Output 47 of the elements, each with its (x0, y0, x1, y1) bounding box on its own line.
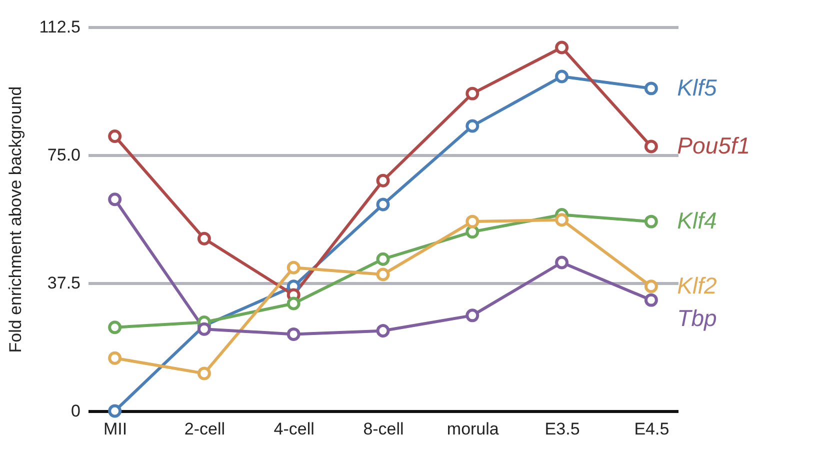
point (644, 280, 658, 294)
x-tick-label: 2-cell (184, 420, 226, 438)
point (555, 70, 569, 84)
point (644, 140, 658, 154)
point (197, 366, 211, 380)
point (466, 225, 480, 239)
point (286, 296, 300, 310)
x-tick-label: 4-cell (274, 420, 314, 438)
point (466, 214, 480, 228)
series-label: Klf5 (677, 74, 718, 100)
point (644, 293, 658, 307)
series-label: Klf4 (677, 208, 717, 234)
x-tick-label: 8-cell (363, 420, 404, 438)
point (197, 232, 211, 246)
y-tick-label: 112.5 (39, 18, 80, 36)
point (376, 198, 390, 212)
point (108, 192, 122, 206)
point (197, 322, 211, 336)
x-tick-label: MII (104, 420, 128, 438)
y-tick-label: 0 (71, 402, 80, 420)
point (555, 40, 569, 54)
x-tick-label: E4.5 (634, 420, 670, 438)
point (286, 260, 300, 274)
point (466, 86, 480, 100)
y-axis-title: Fold enrichment above background (6, 86, 26, 353)
point (376, 268, 390, 282)
point (376, 174, 390, 188)
point (644, 82, 658, 96)
x-tick-label: E3.5 (544, 420, 580, 438)
series-label: Pou5f1 (677, 132, 750, 158)
point (466, 119, 480, 133)
x-tick-label: morula (446, 420, 500, 438)
point (286, 327, 300, 341)
series-label: Tbp (677, 305, 718, 332)
y-tick-label: 37.5 (47, 274, 80, 292)
point (644, 214, 658, 228)
point (466, 308, 480, 322)
point (555, 256, 569, 270)
point (108, 320, 122, 334)
point (376, 324, 390, 338)
point (108, 404, 122, 418)
point (108, 129, 122, 143)
y-tick-label: 75.0 (47, 146, 80, 164)
point (108, 351, 122, 365)
point (376, 252, 390, 266)
series-label: Klf2 (677, 272, 718, 298)
point (555, 213, 569, 227)
